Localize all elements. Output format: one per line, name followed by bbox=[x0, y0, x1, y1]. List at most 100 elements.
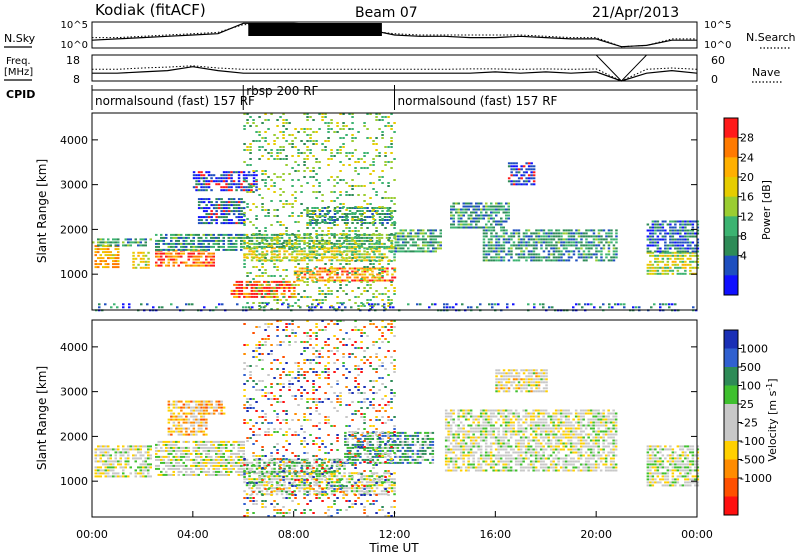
nave-tick-bottom: 0 bbox=[711, 73, 718, 86]
heat-cell bbox=[290, 239, 294, 242]
heat-cell bbox=[345, 155, 348, 157]
heat-cell bbox=[360, 218, 363, 220]
heat-cell bbox=[212, 255, 215, 258]
heat-cell bbox=[310, 256, 314, 259]
heat-cell bbox=[365, 481, 369, 484]
heat-cell bbox=[202, 174, 206, 177]
heat-cell bbox=[345, 260, 348, 262]
heat-cell bbox=[475, 211, 478, 214]
heat-cell bbox=[632, 306, 635, 309]
heat-cell bbox=[381, 272, 384, 274]
heat-cell bbox=[190, 412, 193, 415]
heat-cell bbox=[255, 250, 259, 253]
heat-cell bbox=[372, 140, 375, 142]
heat-cell bbox=[197, 418, 201, 421]
heat-cell bbox=[260, 475, 264, 478]
heat-cell bbox=[280, 236, 284, 239]
heat-cell bbox=[354, 206, 357, 208]
heat-cell bbox=[497, 241, 501, 244]
heat-cell bbox=[212, 207, 216, 210]
heat-cell bbox=[649, 241, 652, 244]
heat-cell bbox=[691, 251, 695, 254]
heat-cell bbox=[139, 454, 142, 457]
heat-cell bbox=[258, 131, 261, 133]
heat-cell bbox=[253, 245, 256, 248]
heat-cell bbox=[351, 113, 354, 115]
heat-cell bbox=[345, 239, 348, 241]
heat-cell bbox=[291, 284, 294, 286]
nsearch-tick-bottom: 10^0 bbox=[704, 40, 731, 51]
heat-cell bbox=[612, 244, 616, 247]
heat-cell bbox=[360, 256, 364, 259]
heat-cell bbox=[287, 303, 290, 306]
heat-cell bbox=[560, 241, 563, 244]
heat-cell bbox=[261, 203, 264, 205]
heat-cell bbox=[539, 303, 542, 306]
heat-cell bbox=[580, 244, 583, 247]
heat-cell bbox=[245, 233, 249, 236]
heat-cell bbox=[177, 433, 181, 436]
heat-cell bbox=[235, 186, 238, 189]
heat-cell bbox=[215, 216, 218, 219]
heat-cell bbox=[497, 208, 500, 211]
heat-cell bbox=[129, 238, 132, 241]
heat-cell bbox=[109, 466, 112, 469]
heat-cell bbox=[210, 201, 213, 204]
heat-cell bbox=[175, 424, 178, 427]
heat-cell bbox=[679, 244, 682, 247]
heat-cell bbox=[182, 473, 185, 476]
heat-cell bbox=[236, 303, 239, 306]
heat-cell bbox=[387, 263, 390, 265]
heat-cell bbox=[225, 177, 228, 180]
heat-cell bbox=[94, 448, 97, 451]
heat-cell bbox=[595, 244, 598, 247]
heat-cell bbox=[129, 472, 132, 475]
heat-cell bbox=[185, 421, 188, 424]
heat-cell bbox=[527, 256, 531, 259]
heat-cell bbox=[242, 177, 246, 180]
heat-cell bbox=[434, 303, 437, 306]
heat-cell bbox=[202, 210, 206, 213]
heat-cell bbox=[255, 484, 259, 487]
heat-cell bbox=[195, 264, 198, 267]
heat-cell bbox=[92, 241, 95, 244]
heat-cell bbox=[235, 470, 238, 473]
heat-cell bbox=[324, 113, 327, 115]
heat-cell bbox=[205, 255, 208, 258]
heat-cell bbox=[669, 247, 672, 250]
heat-cell bbox=[200, 186, 203, 189]
heat-cell bbox=[172, 261, 175, 264]
heat-cell bbox=[330, 128, 333, 130]
heat-cell bbox=[328, 239, 331, 242]
heat-cell bbox=[192, 470, 195, 473]
heat-cell bbox=[255, 215, 258, 217]
heat-cell bbox=[393, 490, 396, 493]
heat-cell bbox=[354, 236, 357, 238]
heat-cell bbox=[252, 140, 255, 142]
heat-cell bbox=[170, 242, 173, 245]
heat-cell bbox=[225, 443, 228, 446]
heat-cell bbox=[288, 242, 291, 244]
heat-cell bbox=[360, 242, 364, 245]
heat-cell bbox=[375, 296, 378, 298]
heat-cell bbox=[638, 306, 641, 309]
heat-cell bbox=[384, 125, 387, 127]
heat-cell bbox=[333, 475, 336, 478]
heat-cell bbox=[360, 167, 363, 169]
heat-cell bbox=[336, 197, 339, 199]
heat-cell bbox=[646, 247, 650, 250]
heat-cell bbox=[462, 220, 465, 223]
heat-cell bbox=[462, 211, 465, 214]
heat-cell bbox=[195, 415, 198, 418]
heat-cell bbox=[264, 215, 267, 217]
heat-cell bbox=[370, 250, 374, 253]
heat-cell bbox=[132, 448, 135, 451]
heat-cell bbox=[525, 180, 528, 183]
heat-cell bbox=[366, 269, 369, 271]
heat-cell bbox=[507, 202, 510, 205]
heat-cell bbox=[246, 218, 249, 220]
heat-cell bbox=[366, 266, 369, 268]
heat-cell bbox=[552, 253, 556, 256]
heat-cell bbox=[232, 464, 235, 467]
